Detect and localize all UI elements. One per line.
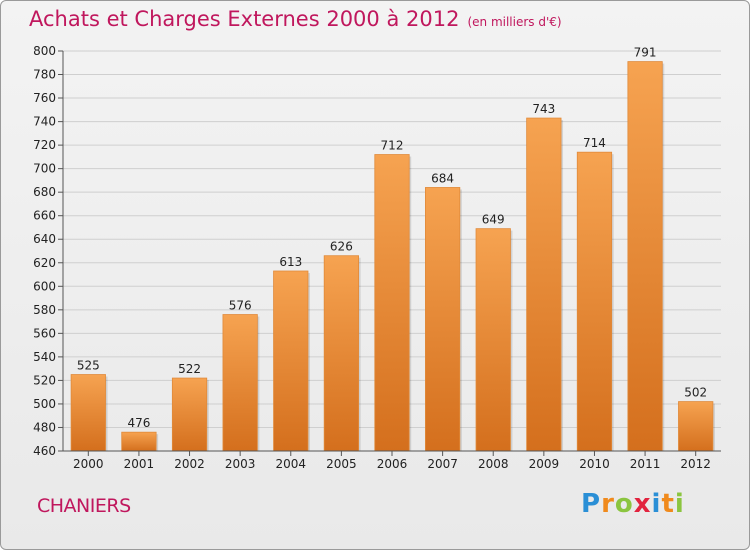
x-axis: 2000 2001 2002 2003 2004 2005 2006 2007 2008 2009… (63, 450, 721, 471)
x-tick-label: 2009 (529, 457, 560, 471)
y-tick-label: 520 (33, 373, 56, 387)
bar-2009 (526, 117, 562, 452)
data-label: 649 (482, 213, 505, 227)
x-tick-label: 2011 (630, 457, 661, 471)
data-label: 476 (127, 416, 150, 430)
bar-2000 (70, 374, 106, 452)
data-label: 576 (229, 299, 252, 313)
y-tick-label: 480 (33, 420, 56, 434)
y-tick-label: 640 (33, 232, 56, 246)
chart-title-unit: (en milliers d'€) (467, 15, 562, 29)
bar-2003 (222, 314, 258, 452)
logo-letter: t (661, 489, 675, 519)
x-tick-label: 2006 (377, 457, 408, 471)
data-label: 684 (431, 171, 454, 185)
data-label: 522 (178, 362, 201, 376)
data-label: 626 (330, 240, 353, 254)
bar-2011 (627, 61, 663, 452)
data-label: 743 (532, 102, 555, 116)
bar-2001 (121, 431, 157, 452)
x-tick-label: 2012 (680, 457, 711, 471)
bar-2004 (273, 270, 309, 452)
y-tick-label: 800 (33, 44, 56, 58)
y-tick-label: 500 (33, 397, 56, 411)
y-tick-label: 620 (33, 256, 56, 270)
logo-letter: P (581, 489, 602, 519)
y-tick-label: 540 (33, 350, 56, 364)
y-tick-label: 580 (33, 303, 56, 317)
y-tick-label: 680 (33, 185, 56, 199)
bar-2006 (374, 154, 410, 452)
x-tick-label: 2002 (174, 457, 205, 471)
y-axis: 460 480 500 520 540 560 580 600 620 640 660 680 700 7… (33, 44, 64, 458)
bar-2008 (475, 228, 511, 452)
y-tick-label: 560 (33, 326, 56, 340)
x-tick-label: 2000 (73, 457, 104, 471)
chart-title-main: Achats et Charges Externes 2000 à 2012 (29, 7, 460, 31)
logo-letter: o (614, 489, 634, 519)
bar-2012 (678, 401, 714, 452)
proxiti-logo: Proxiti (581, 489, 685, 519)
y-tick-label: 700 (33, 162, 56, 176)
data-label: 525 (77, 359, 100, 373)
y-tick-label: 600 (33, 279, 56, 293)
y-tick-label: 720 (33, 138, 56, 152)
x-tick-label: 2007 (427, 457, 458, 471)
bars: 525 476 522 576 613 626 712 684 649 743 714 791 502 (70, 46, 715, 452)
logo-letter: x (633, 489, 652, 519)
data-label: 791 (634, 46, 657, 60)
y-tick-label: 780 (33, 68, 56, 82)
data-label: 714 (583, 136, 606, 150)
data-label: 712 (381, 139, 404, 153)
logo-letter: i (651, 489, 662, 519)
logo-letter: r (601, 489, 615, 519)
bar-2007 (425, 187, 461, 452)
bar-2002 (171, 377, 208, 452)
bar-2005 (323, 255, 359, 452)
y-tick-label: 660 (33, 209, 56, 223)
data-label: 613 (279, 255, 302, 269)
bar-2010 (576, 151, 613, 452)
logo-letter: i (674, 489, 685, 519)
y-tick-label: 740 (33, 115, 56, 129)
y-tick-label: 460 (33, 444, 56, 458)
x-tick-label: 2010 (579, 457, 610, 471)
place-name: CHANIERS (37, 495, 131, 517)
x-tick-label: 2005 (326, 457, 357, 471)
x-tick-label: 2003 (225, 457, 256, 471)
y-tick-label: 760 (33, 91, 56, 105)
x-tick-label: 2008 (478, 457, 509, 471)
x-tick-label: 2004 (275, 457, 306, 471)
chart-title: Achats et Charges Externes 2000 à 2012 (e… (29, 7, 562, 31)
data-label: 502 (684, 386, 707, 400)
x-tick-label: 2001 (124, 457, 155, 471)
